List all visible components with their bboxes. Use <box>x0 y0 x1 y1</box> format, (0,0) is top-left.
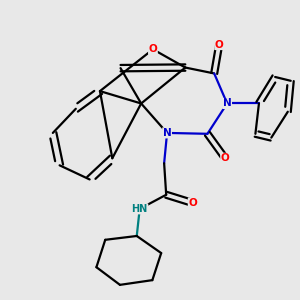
Text: N: N <box>223 98 232 109</box>
Text: O: O <box>148 44 157 54</box>
Text: O: O <box>188 198 197 208</box>
Text: HN: HN <box>132 204 148 214</box>
Text: N: N <box>163 128 172 138</box>
Text: O: O <box>215 40 224 50</box>
Text: O: O <box>221 153 230 163</box>
